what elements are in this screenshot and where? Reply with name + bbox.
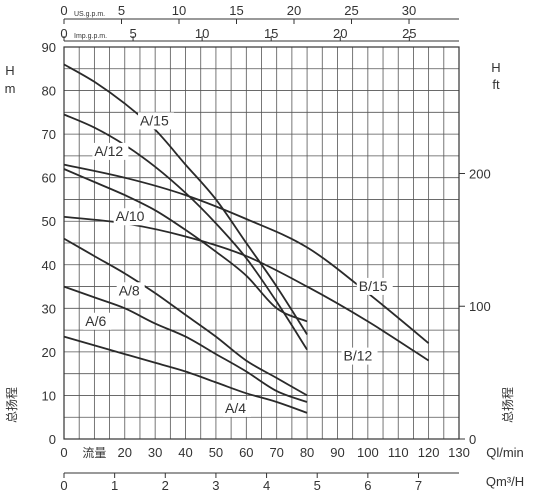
m3h-tick-label: 4 — [263, 478, 270, 493]
imp-gpm-tick-label: 10 — [195, 26, 209, 41]
m3h-tick-label: 7 — [415, 478, 422, 493]
x-axis-label-cn: 流量 — [82, 446, 106, 460]
m3h-tick-label: 1 — [111, 478, 118, 493]
series-label-a-15: A/15 — [140, 112, 169, 128]
imp-gpm-tick-label: 20 — [333, 26, 347, 41]
y-ft-axis-title: H — [491, 60, 500, 75]
y-tick-label: 80 — [42, 84, 56, 99]
series-label-bg-a-12 — [92, 142, 129, 160]
x-tick-label: 30 — [148, 445, 162, 460]
series-line-a-10 — [63, 168, 308, 323]
x-tick-label: 0 — [60, 445, 67, 460]
x-tick-label: 120 — [418, 445, 440, 460]
series-label-a-4: A/4 — [225, 400, 246, 416]
imp-gpm-axis-title: Imp.g.p.m. — [74, 33, 107, 40]
us-gpm-tick-label: 10 — [172, 3, 186, 18]
m3h-tick-label: 5 — [314, 478, 321, 493]
us-gpm-tick-label: 20 — [287, 3, 301, 18]
series-line-a-8 — [63, 237, 308, 397]
imp-gpm-tick-label: 5 — [129, 26, 136, 41]
us-gpm-axis-title: US.g.p.m. — [74, 11, 105, 18]
x-tick-label: 40 — [178, 445, 192, 460]
y-tick-label: 90 — [42, 40, 56, 55]
y-tick-label: 10 — [42, 388, 56, 403]
x-axis-title: Ql/min — [486, 445, 524, 460]
series-label-bg-a-10 — [113, 208, 150, 226]
us-gpm-tick-label: 0 — [60, 3, 67, 18]
series-label-a-10: A/10 — [116, 208, 145, 224]
ft-tick-label: 100 — [469, 299, 491, 314]
x-tick-label: 90 — [330, 445, 344, 460]
series-label-b-12: B/12 — [344, 348, 373, 364]
us-gpm-tick-label: 15 — [229, 3, 243, 18]
series-label-bg-b-15 — [356, 277, 393, 295]
y-axis-unit: m — [5, 81, 16, 96]
y-tick-label: 70 — [42, 127, 56, 142]
series-label-b-15: B/15 — [359, 278, 388, 294]
series-line-a-15 — [63, 63, 308, 335]
m3h-tick-label: 0 — [60, 478, 67, 493]
imp-gpm-tick-label: 25 — [402, 26, 416, 41]
imp-gpm-tick-label: 0 — [60, 26, 67, 41]
m3h-tick-label: 3 — [212, 478, 219, 493]
series-label-bg-a-4 — [223, 399, 252, 417]
series-label-bg-a-8 — [116, 282, 145, 300]
series-label-a-12: A/12 — [94, 143, 123, 159]
y-tick-label: 0 — [49, 432, 56, 447]
x-tick-label: 20 — [118, 445, 132, 460]
series-label-a-8: A/8 — [119, 282, 140, 298]
us-gpm-tick-label: 25 — [344, 3, 358, 18]
y-tick-label: 40 — [42, 258, 56, 273]
us-gpm-tick-label: 5 — [118, 3, 125, 18]
m3h-axis-title: Qm³/H — [486, 474, 524, 489]
y-tick-label: 60 — [42, 171, 56, 186]
ft-tick-label: 0 — [469, 432, 476, 447]
y-tick-label: 20 — [42, 345, 56, 360]
series-line-a-4 — [63, 335, 308, 414]
y-tick-label: 30 — [42, 301, 56, 316]
grid — [63, 46, 460, 440]
plot-frame — [63, 46, 460, 440]
y-tick-label: 50 — [42, 214, 56, 229]
ft-tick-label: 200 — [469, 166, 491, 181]
series-line-a-12 — [63, 113, 308, 351]
x-tick-label: 130 — [448, 445, 470, 460]
x-tick-label: 60 — [239, 445, 253, 460]
series-label-bg-a-6 — [83, 312, 112, 330]
x-tick-label: 110 — [388, 445, 409, 460]
m3h-tick-label: 2 — [162, 478, 169, 493]
series-label-bg-b-12 — [341, 347, 378, 365]
x-tick-label: 100 — [357, 445, 379, 460]
y-ft-axis-unit: ft — [492, 77, 500, 92]
m3h-tick-label: 6 — [364, 478, 371, 493]
us-gpm-tick-label: 30 — [402, 3, 416, 18]
x-tick-label: 50 — [209, 445, 223, 460]
y-axis-label-cn: 总扬程 — [4, 387, 19, 423]
y-ft-axis-label-cn: 总扬程 — [500, 387, 515, 423]
y-axis-title: H — [5, 63, 14, 78]
series-label-bg-a-15 — [137, 112, 174, 130]
x-tick-label: 70 — [269, 445, 283, 460]
imp-gpm-tick-label: 15 — [264, 26, 278, 41]
series-label-a-6: A/6 — [85, 313, 106, 329]
series-line-a-6 — [63, 285, 308, 403]
x-tick-label: 80 — [300, 445, 314, 460]
